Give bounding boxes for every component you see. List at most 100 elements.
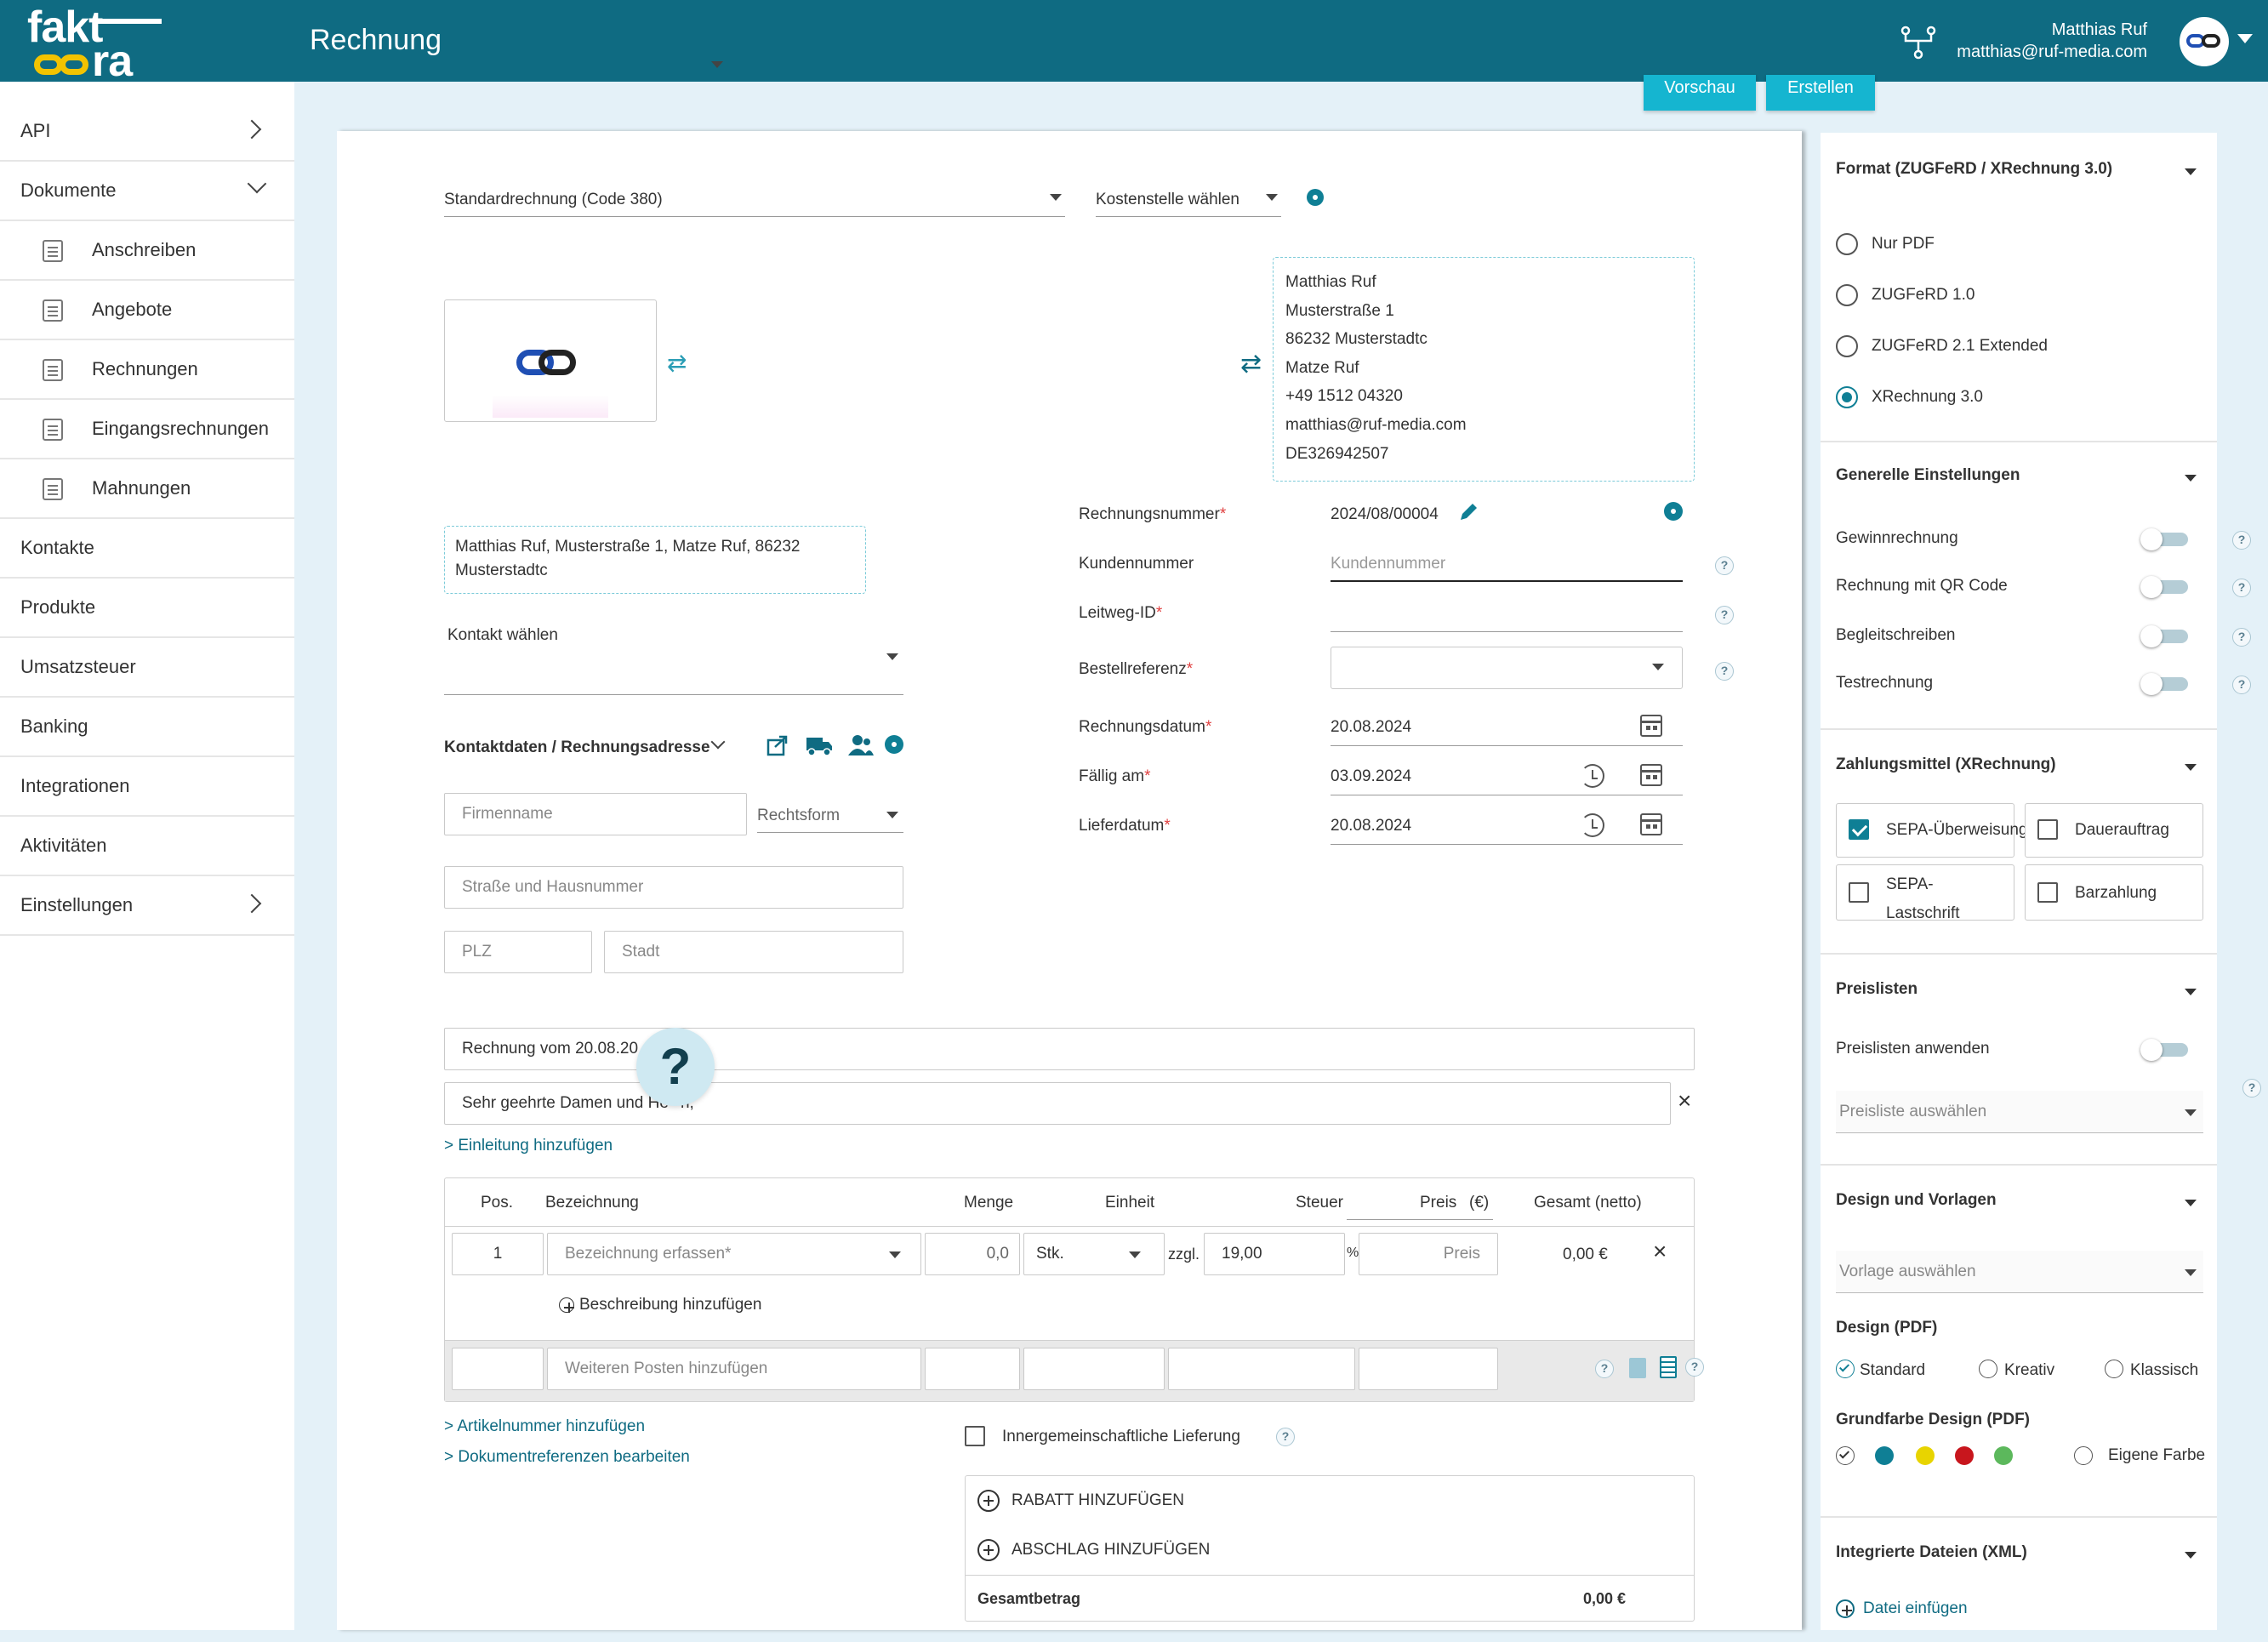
help-icon[interactable]: ? xyxy=(1276,1428,1295,1446)
payment-methods-heading[interactable]: Zahlungsmittel (XRechnung) xyxy=(1836,755,2056,773)
add-discount-button[interactable]: RABATT HINZUFÜGEN xyxy=(1011,1491,1185,1509)
user-menu-caret-icon[interactable] xyxy=(2237,34,2253,43)
company-logo-box[interactable] xyxy=(444,299,657,422)
position-input[interactable]: 1 xyxy=(452,1233,544,1275)
cost-center-select[interactable]: Kostenstelle wählen xyxy=(1096,187,1281,218)
edit-pencil-icon[interactable] xyxy=(1458,502,1479,522)
color-swatch-yellow[interactable] xyxy=(1916,1446,1935,1465)
color-swatch-white[interactable] xyxy=(1836,1446,1855,1465)
order-reference-select[interactable] xyxy=(1331,647,1683,689)
add-intro-link[interactable]: > Einleitung hinzufügen xyxy=(444,1137,613,1155)
swap-icon[interactable]: ⇄ xyxy=(667,350,687,376)
design-heading[interactable]: Design und Vorlagen xyxy=(1836,1191,1997,1209)
new-position-input[interactable] xyxy=(452,1348,544,1390)
pricelists-heading[interactable]: Preislisten xyxy=(1836,980,1918,998)
help-icon[interactable]: ? xyxy=(1715,606,1734,624)
standing-order-option[interactable]: Dauerauftrag xyxy=(2025,803,2203,858)
help-icon[interactable]: ? xyxy=(2232,579,2251,597)
new-price-input[interactable] xyxy=(1359,1348,1498,1390)
help-bubble-icon[interactable]: ? xyxy=(636,1028,715,1106)
sepa-debit-option[interactable]: SEPA- Lastschrift xyxy=(1836,864,2014,922)
qr-code-toggle[interactable] xyxy=(2140,576,2188,598)
street-input[interactable]: Straße und Hausnummer xyxy=(444,866,903,909)
sidebar-item-api[interactable]: API xyxy=(0,102,294,162)
insert-file-link[interactable]: Datei einfügen xyxy=(1863,1599,1968,1617)
add-discount-icon[interactable] xyxy=(977,1490,1000,1512)
add-surcharge-button[interactable]: ABSCHLAG HINZUFÜGEN xyxy=(1011,1541,1211,1559)
sidebar-item-umsatzsteuer[interactable]: Umsatzsteuer xyxy=(0,638,294,698)
settings-gears-icon[interactable] xyxy=(1307,189,1324,206)
format-radio-zugferd-21[interactable] xyxy=(1836,335,1858,357)
format-radio-zugferd-1[interactable] xyxy=(1836,284,1858,306)
chevron-down-icon[interactable] xyxy=(2185,475,2197,482)
share-icon[interactable] xyxy=(766,733,789,757)
chevron-down-icon[interactable] xyxy=(710,734,726,750)
sidebar-item-dokumente[interactable]: Dokumente xyxy=(0,162,294,221)
contact-settings-gear-icon[interactable] xyxy=(885,735,903,754)
zip-input[interactable]: PLZ xyxy=(444,931,592,973)
design-radio-klassisch[interactable] xyxy=(2105,1360,2123,1378)
sidebar-item-mahnungen[interactable]: Mahnungen xyxy=(0,459,294,519)
move-down-icon[interactable] xyxy=(1629,1358,1646,1378)
apply-pricelists-toggle[interactable] xyxy=(2140,1039,2188,1061)
delivery-date-input[interactable]: 20.08.2024 xyxy=(1331,817,1412,835)
sidebar-item-kontakte[interactable]: Kontakte xyxy=(0,519,294,579)
history-icon[interactable] xyxy=(1581,813,1604,837)
contacts-icon[interactable] xyxy=(847,733,875,757)
document-type-select[interactable]: Standardrechnung (Code 380) xyxy=(444,61,1065,218)
custom-color-radio[interactable] xyxy=(2074,1446,2093,1465)
preview-button[interactable]: Vorschau xyxy=(1644,75,1756,111)
faktura-logo[interactable]: fakt ra xyxy=(26,5,162,83)
help-icon[interactable]: ? xyxy=(2232,628,2251,647)
chevron-down-icon[interactable] xyxy=(2185,989,2197,995)
sidebar-item-aktivitaeten[interactable]: Aktivitäten xyxy=(0,817,294,876)
swap-address-icon[interactable]: ⇄ xyxy=(1240,350,1262,378)
add-surcharge-icon[interactable] xyxy=(977,1539,1000,1561)
help-icon[interactable]: ? xyxy=(2232,676,2251,694)
legal-form-select[interactable]: Rechtsform xyxy=(757,807,841,824)
truck-icon[interactable] xyxy=(805,733,834,757)
design-radio-kreativ[interactable] xyxy=(1979,1360,1997,1378)
create-button[interactable]: Erstellen xyxy=(1766,75,1875,111)
edit-document-references-link[interactable]: > Dokumentreferenzen bearbeiten xyxy=(444,1448,690,1466)
description-select[interactable]: Bezeichnung erfassen* xyxy=(547,1233,921,1275)
new-quantity-input[interactable] xyxy=(925,1348,1020,1390)
format-heading[interactable]: Format (ZUGFeRD / XRechnung 3.0) xyxy=(1836,160,2113,178)
format-radio-xrechnung[interactable] xyxy=(1836,386,1858,408)
price-input[interactable]: Preis xyxy=(1359,1233,1498,1275)
calculator-icon[interactable] xyxy=(1660,1356,1677,1378)
template-select[interactable]: Vorlage auswählen xyxy=(1836,1251,2203,1293)
sidebar-item-eingangsrechnungen[interactable]: Eingangsrechnungen xyxy=(0,400,294,459)
pricelist-select[interactable]: Preisliste auswählen xyxy=(1836,1091,2203,1133)
company-name-input[interactable]: Firmenname xyxy=(444,793,747,835)
help-icon[interactable]: ? xyxy=(1685,1358,1704,1377)
close-icon[interactable]: × xyxy=(1678,1087,1692,1114)
integrated-files-heading[interactable]: Integrierte Dateien (XML) xyxy=(1836,1543,2027,1561)
help-icon[interactable]: ? xyxy=(2242,1079,2261,1098)
due-date-input[interactable]: 03.09.2024 xyxy=(1331,767,1412,785)
sidebar-item-anschreiben[interactable]: Anschreiben xyxy=(0,221,294,281)
contact-select[interactable] xyxy=(444,694,903,695)
add-file-icon[interactable] xyxy=(1836,1599,1855,1618)
add-description-icon[interactable] xyxy=(559,1297,574,1313)
sidebar-item-produkte[interactable]: Produkte xyxy=(0,579,294,638)
chevron-down-icon[interactable] xyxy=(2185,168,2197,175)
sidebar-item-banking[interactable]: Banking xyxy=(0,698,294,757)
help-icon[interactable]: ? xyxy=(1595,1360,1614,1378)
help-icon[interactable]: ? xyxy=(1715,662,1734,681)
calendar-icon[interactable] xyxy=(1640,715,1662,737)
sender-address-box[interactable]: Matthias Ruf Musterstraße 1 86232 Muster… xyxy=(1273,257,1695,482)
city-input[interactable]: Stadt xyxy=(604,931,903,973)
test-invoice-toggle[interactable] xyxy=(2140,673,2188,695)
currency-toggle[interactable]: (€) xyxy=(1469,1194,1490,1212)
cover-letter-toggle[interactable] xyxy=(2140,625,2188,647)
avatar[interactable] xyxy=(2180,17,2229,66)
add-item-input[interactable]: Weiteren Posten hinzufügen xyxy=(547,1348,921,1390)
calendar-icon[interactable] xyxy=(1640,764,1662,786)
delete-row-icon[interactable]: × xyxy=(1653,1238,1667,1264)
user-info[interactable]: Matthias Ruf matthias@ruf-media.com xyxy=(1957,19,2147,63)
new-tax-input[interactable] xyxy=(1168,1348,1355,1390)
design-radio-standard[interactable] xyxy=(1836,1360,1855,1378)
quantity-input[interactable]: 0,0 xyxy=(925,1233,1020,1275)
sepa-transfer-checkbox[interactable] xyxy=(1849,819,1869,840)
